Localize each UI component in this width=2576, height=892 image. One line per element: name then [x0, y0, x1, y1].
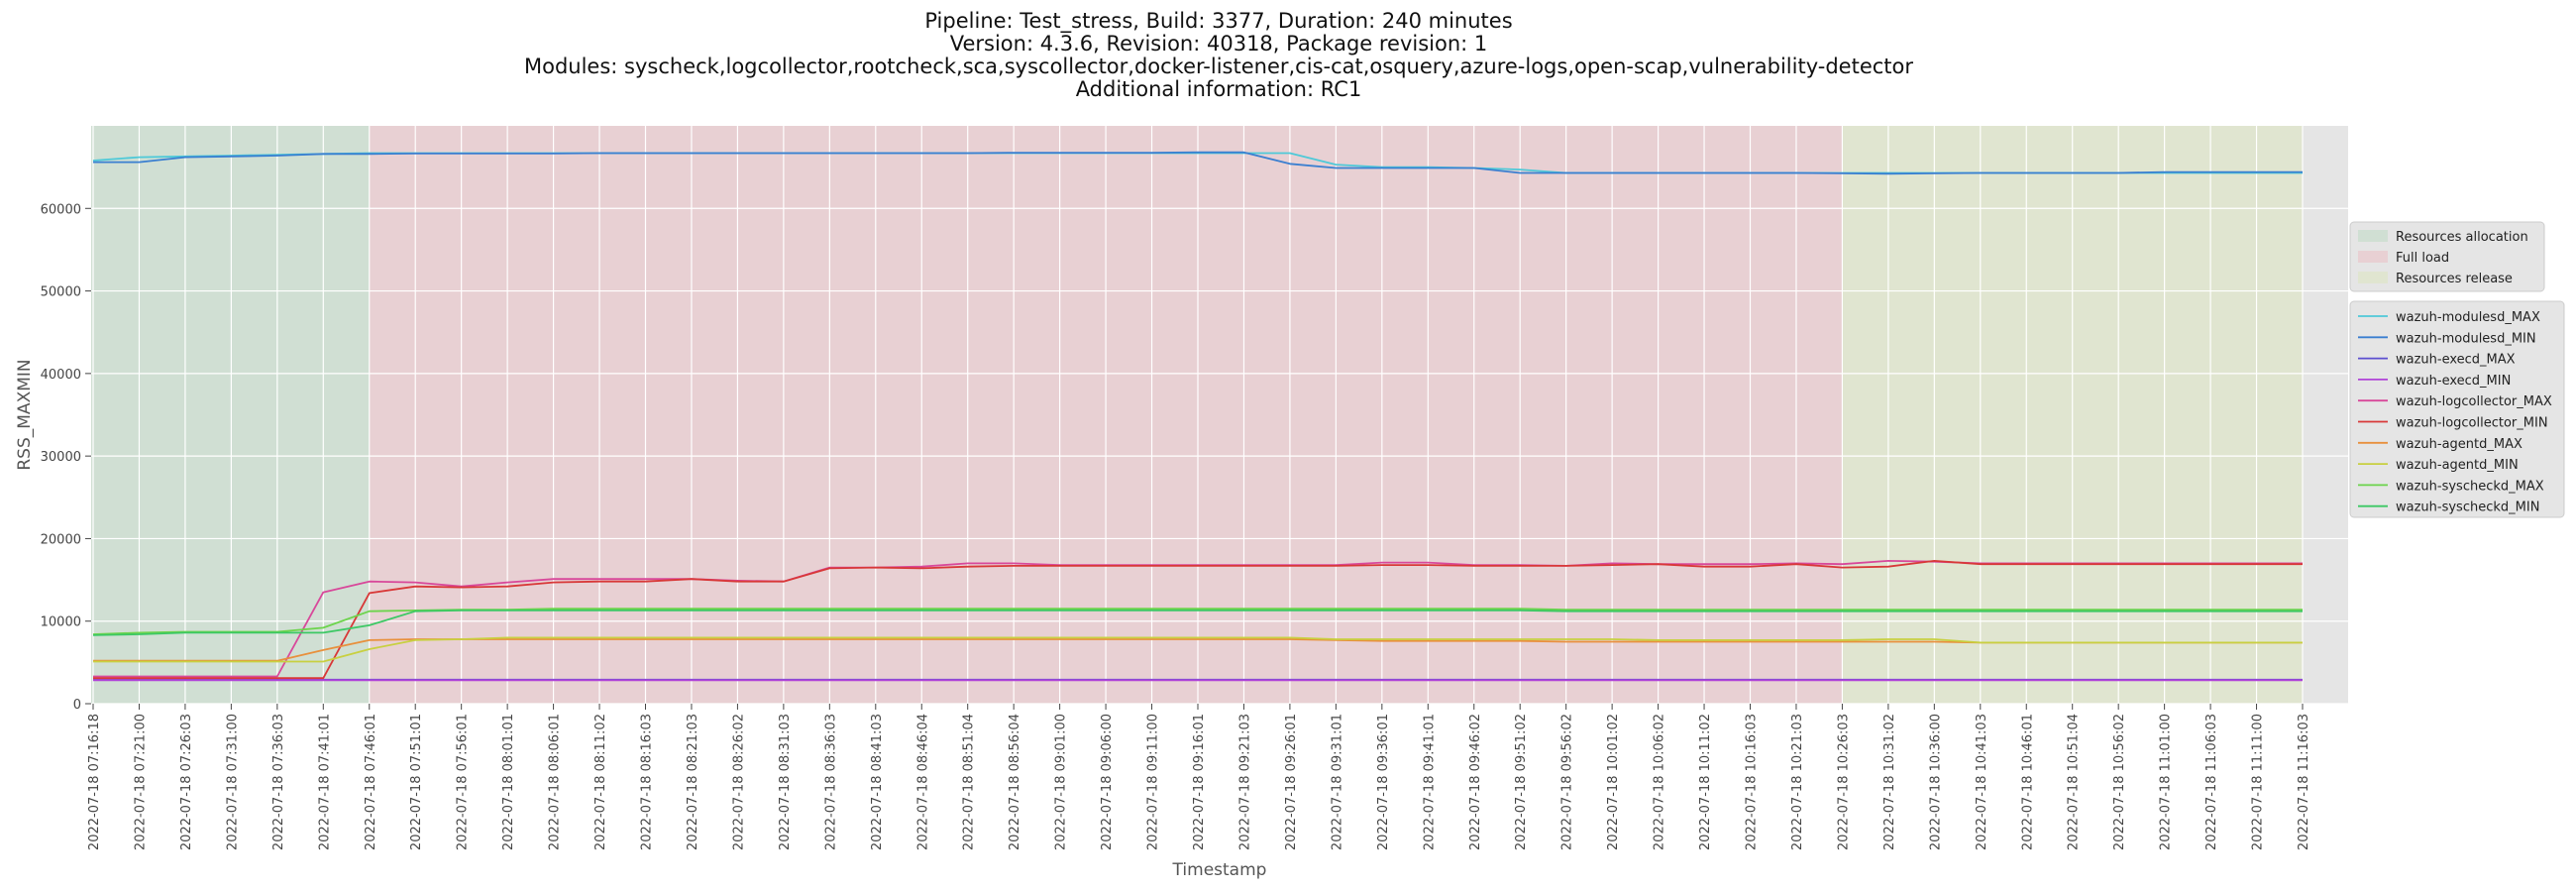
- x-tick-label: 2022-07-18 10:51:04: [2067, 714, 2082, 850]
- series-legend-label: wazuh-modulesd_MIN: [2396, 331, 2536, 346]
- legend: Resources allocation Full load Resources r…: [2349, 221, 2565, 518]
- x-tick-label: 2022-07-18 10:56:02: [2112, 714, 2127, 850]
- phase-legend-swatch: [2358, 272, 2388, 283]
- x-tick-label: 2022-07-18 08:11:02: [593, 714, 608, 850]
- y-tick-label: 40000: [41, 368, 81, 383]
- x-tick-label: 2022-07-18 10:36:00: [1928, 714, 1943, 850]
- title-line-version: Version: 4.3.6, Revision: 40318, Package…: [949, 32, 1488, 56]
- x-tick-label: 2022-07-18 07:26:03: [179, 714, 194, 850]
- axes: 0 10000 20000 30000 40000 50000 60000 2022-07-1…: [15, 202, 2311, 880]
- x-tick-label: 2022-07-18 08:26:02: [731, 714, 746, 850]
- x-tick-label: 2022-07-18 10:01:02: [1606, 714, 1621, 850]
- series-legend-label: wazuh-logcollector_MAX: [2396, 394, 2552, 409]
- series-legend-label: wazuh-agentd_MAX: [2396, 437, 2522, 452]
- x-tick-label: 2022-07-18 10:41:03: [1975, 714, 1989, 850]
- x-tick-label: 2022-07-18 08:16:03: [640, 714, 655, 850]
- x-tick-label: 2022-07-18 09:31:01: [1330, 714, 1344, 850]
- plot-area: [91, 126, 2348, 705]
- series-legend-label: wazuh-logcollector_MIN: [2396, 416, 2548, 431]
- phase-legend-label: Resources allocation: [2396, 230, 2528, 245]
- title-line-additional-info: Additional information: RC1: [1075, 77, 1362, 101]
- x-tick-label: 2022-07-18 11:11:00: [2251, 714, 2266, 850]
- x-tick-label: 2022-07-18 08:01:01: [501, 714, 516, 850]
- x-tick-label: 2022-07-18 09:46:02: [1468, 714, 1483, 850]
- series-line: [92, 610, 2303, 636]
- x-tick-label: 2022-07-18 10:31:02: [1882, 714, 1897, 850]
- x-tick-label: 2022-07-18 09:41:01: [1422, 714, 1437, 850]
- series-legend-label: wazuh-syscheckd_MIN: [2396, 501, 2539, 515]
- x-tick-label: 2022-07-18 10:46:01: [2020, 714, 2035, 850]
- chart-title: Pipeline: Test_stress, Build: 3377, Dura…: [0, 10, 2437, 101]
- series-line: [93, 636, 2303, 663]
- y-tick-label: 60000: [41, 202, 81, 217]
- x-tick-label: 2022-07-18 10:21:03: [1790, 714, 1805, 850]
- x-tick-label: 2022-07-18 10:11:02: [1698, 714, 1713, 850]
- title-line-pipeline: Pipeline: Test_stress, Build: 3377, Dura…: [924, 9, 1513, 33]
- x-tick-label: 2022-07-18 07:16:18: [87, 714, 102, 850]
- x-tick-label: 2022-07-18 08:56:04: [1008, 714, 1022, 850]
- y-tick-label: 10000: [41, 615, 81, 630]
- series-legend-label: wazuh-execd_MIN: [2396, 374, 2511, 389]
- x-tick-label: 2022-07-18 09:06:00: [1100, 714, 1115, 850]
- phase-legend-swatch: [2358, 230, 2388, 242]
- phase-legend-box: [2349, 221, 2545, 292]
- y-tick-label: 50000: [41, 285, 81, 300]
- phase-span: [91, 126, 370, 704]
- x-tick-label: 2022-07-18 08:21:03: [686, 714, 700, 850]
- x-tick-label: 2022-07-18 07:36:03: [271, 714, 286, 850]
- series-legend-label: wazuh-execd_MAX: [2396, 353, 2516, 368]
- x-tick-label: 2022-07-18 08:51:04: [962, 714, 977, 850]
- x-tick-label: 2022-07-18 07:56:01: [456, 714, 471, 850]
- y-tick-label: 30000: [41, 450, 81, 465]
- x-tick-label: 2022-07-18 07:41:01: [317, 714, 332, 850]
- x-tick-label: 2022-07-18 07:46:01: [364, 714, 378, 850]
- x-tick-label: 2022-07-18 08:46:04: [915, 714, 930, 850]
- x-tick-label: 2022-07-18 11:01:00: [2159, 714, 2174, 850]
- x-tick-label: 2022-07-18 10:16:03: [1745, 714, 1760, 850]
- x-tick-label: 2022-07-18 11:06:03: [2204, 714, 2219, 850]
- x-tick-label: 2022-07-18 09:36:01: [1376, 714, 1391, 850]
- phase-legend-label: Full load: [2396, 251, 2449, 266]
- y-axis-label: RSS_MAXMIN: [15, 359, 35, 470]
- x-tick-label: 2022-07-18 09:16:01: [1192, 714, 1207, 850]
- series-legend-box: [2349, 300, 2565, 518]
- x-tick-label: 2022-07-18 09:26:01: [1284, 714, 1299, 850]
- x-tick-label: 2022-07-18 07:31:00: [225, 714, 240, 850]
- phase-legend-label: Resources release: [2396, 272, 2513, 286]
- x-tick-label: 2022-07-18 09:01:00: [1054, 714, 1069, 850]
- y-tick-label: 0: [73, 698, 81, 713]
- x-axis-label: Timestamp: [1172, 860, 1267, 880]
- title-line-modules: Modules: syscheck,logcollector,rootcheck…: [523, 55, 1914, 78]
- series-line: [93, 151, 2303, 175]
- x-tick-label: 2022-07-18 08:06:01: [548, 714, 563, 850]
- series-legend-label: wazuh-modulesd_MAX: [2396, 310, 2540, 325]
- x-tick-label: 2022-07-18 08:36:03: [823, 714, 838, 850]
- phase-legend-swatch: [2358, 251, 2388, 263]
- x-tick-label: 2022-07-18 11:16:03: [2297, 714, 2311, 850]
- x-tick-label: 2022-07-18 08:41:03: [870, 714, 885, 850]
- x-tick-label: 2022-07-18 10:26:03: [1836, 714, 1851, 850]
- x-tick-label: 2022-07-18 09:56:02: [1560, 714, 1575, 850]
- x-tick-label: 2022-07-18 07:21:00: [133, 714, 148, 850]
- x-tick-label: 2022-07-18 08:31:03: [778, 714, 793, 850]
- x-tick-label: 2022-07-18 07:51:01: [409, 714, 424, 850]
- x-tick-label: 2022-07-18 10:06:02: [1653, 714, 1667, 850]
- series-legend-label: wazuh-agentd_MIN: [2396, 458, 2519, 473]
- x-tick-label: 2022-07-18 09:21:03: [1237, 714, 1252, 850]
- series-line: [93, 560, 2303, 680]
- series-legend-label: wazuh-syscheckd_MAX: [2396, 479, 2544, 494]
- y-tick-label: 20000: [41, 532, 81, 547]
- x-tick-label: 2022-07-18 09:11:00: [1146, 714, 1161, 850]
- x-tick-label: 2022-07-18 09:51:02: [1514, 714, 1529, 850]
